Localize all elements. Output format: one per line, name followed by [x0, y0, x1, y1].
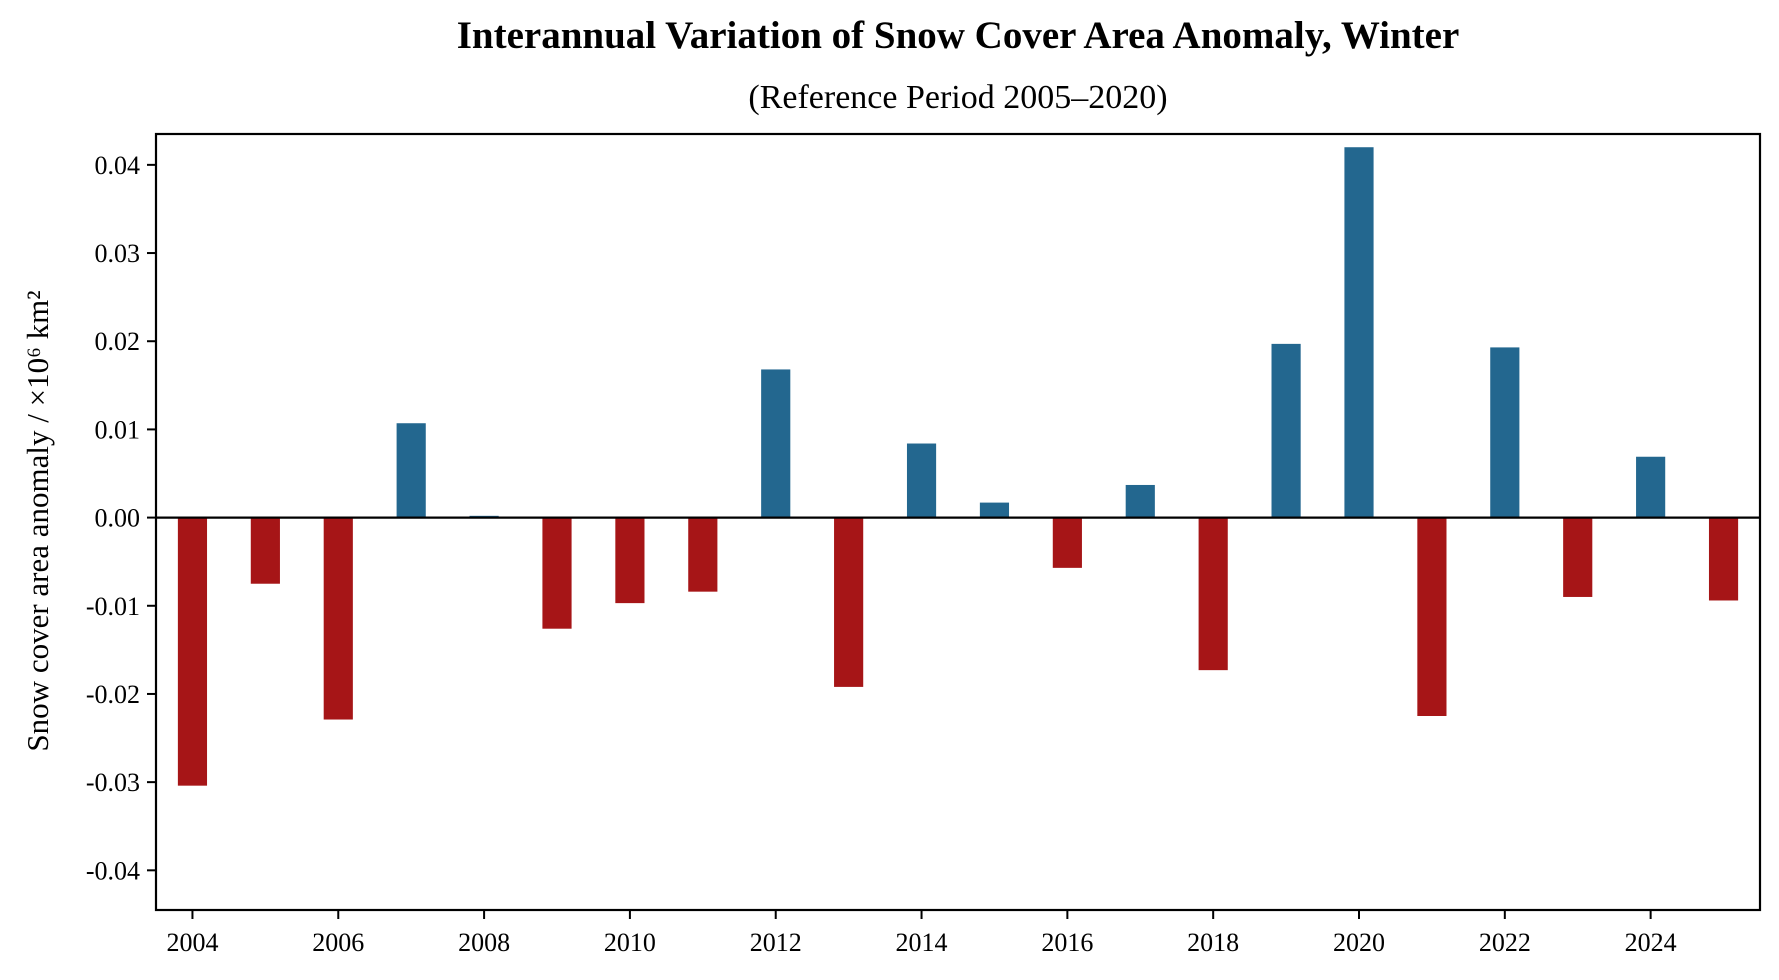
bar-2011	[688, 517, 718, 592]
x-tick-label: 2012	[750, 928, 802, 957]
bar-2020	[1344, 147, 1374, 518]
y-tick-label: -0.02	[86, 680, 140, 709]
plot-frame	[154, 132, 1762, 912]
x-tick-label: 2024	[1625, 928, 1677, 957]
x-tick-label: 2014	[896, 928, 948, 957]
bar-2014	[906, 443, 937, 518]
bar-2019	[1271, 343, 1301, 518]
bar-2024	[1636, 456, 1666, 518]
x-tick-label: 2020	[1333, 928, 1385, 957]
y-tick-label: 0.03	[95, 239, 141, 268]
bar-2009	[542, 517, 572, 629]
y-tick-label: 0.00	[95, 504, 141, 533]
y-tick-label: 0.02	[95, 327, 141, 356]
y-axis-label: Snow cover area anomaly / ×10⁶ km²	[20, 290, 55, 751]
x-tick-label: 2008	[458, 928, 510, 957]
bar-2013	[834, 517, 864, 687]
y-tick-label: -0.04	[86, 856, 140, 885]
x-axis: 2004 2006 2008 2010 2012 2014 2016 2018 2020 2022…	[166, 910, 1677, 957]
y-tick-label: 0.04	[95, 151, 141, 180]
bar-2004	[177, 517, 208, 786]
y-tick-label: -0.01	[86, 592, 140, 621]
bar-2018	[1198, 517, 1228, 671]
bar-2006	[323, 517, 353, 720]
bar-2016	[1052, 517, 1082, 568]
x-tick-label: 2006	[312, 928, 364, 957]
bar-2022	[1490, 347, 1520, 518]
bar-2017	[1125, 484, 1155, 518]
bar-2023	[1563, 517, 1593, 597]
y-tick-label: -0.03	[86, 768, 140, 797]
bar-2015	[979, 502, 1010, 518]
bars-group	[177, 147, 1739, 786]
bar-2025	[1708, 517, 1739, 601]
chart-subtitle: (Reference Period 2005–2020)	[748, 79, 1167, 116]
y-axis: -0.04 -0.03 -0.02 -0.01 0.00 0.01 0.02 0.03 0.04	[86, 151, 156, 885]
bar-2012	[761, 369, 791, 518]
x-tick-label: 2018	[1187, 928, 1239, 957]
bar-2007	[396, 423, 426, 518]
bar-2010	[615, 517, 645, 604]
x-tick-label: 2016	[1041, 928, 1093, 957]
bar-2021	[1417, 517, 1447, 716]
x-tick-label: 2004	[166, 928, 218, 957]
x-tick-label: 2022	[1479, 928, 1531, 957]
y-tick-label: 0.01	[95, 415, 141, 444]
bar-2005	[250, 517, 280, 584]
chart-title: Interannual Variation of Snow Cover Area…	[457, 14, 1460, 57]
x-tick-label: 2010	[604, 928, 656, 957]
